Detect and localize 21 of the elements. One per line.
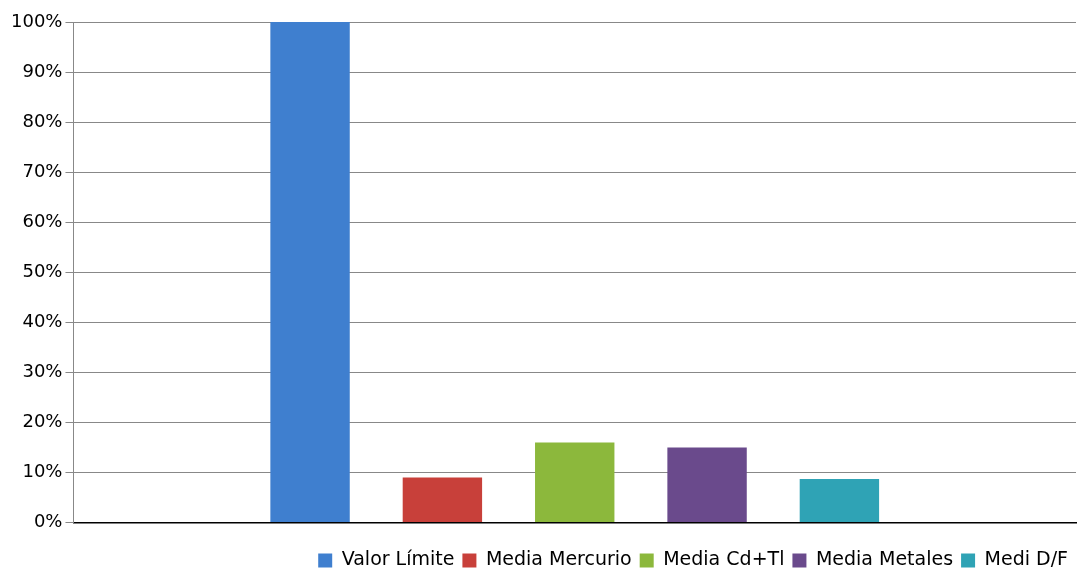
legend-label: Media Metales: [815, 547, 954, 570]
bar: [667, 447, 747, 523]
bar: [402, 477, 483, 523]
legend-label: Media Mercurio: [485, 547, 632, 570]
legend-label: Medi D/F: [984, 547, 1068, 570]
y-tick-label: 70%: [22, 159, 63, 181]
y-tick-label: 40%: [22, 310, 63, 332]
y-tick-label: 30%: [22, 360, 63, 382]
legend-label: Media Cd+Tl: [663, 547, 785, 570]
y-tick-label: 100%: [10, 9, 63, 31]
bar: [799, 479, 880, 523]
bar: [270, 22, 350, 523]
y-tick-label: 60%: [22, 209, 63, 231]
legend-label: Valor Límite: [341, 547, 455, 570]
y-tick-label: 20%: [22, 410, 63, 432]
y-tick-label: 0%: [33, 510, 63, 532]
bar: [535, 442, 615, 523]
y-tick-label: 10%: [22, 460, 63, 482]
y-tick-label: 80%: [22, 109, 63, 131]
y-tick-label: 90%: [22, 59, 63, 81]
y-tick-label: 50%: [22, 259, 63, 281]
